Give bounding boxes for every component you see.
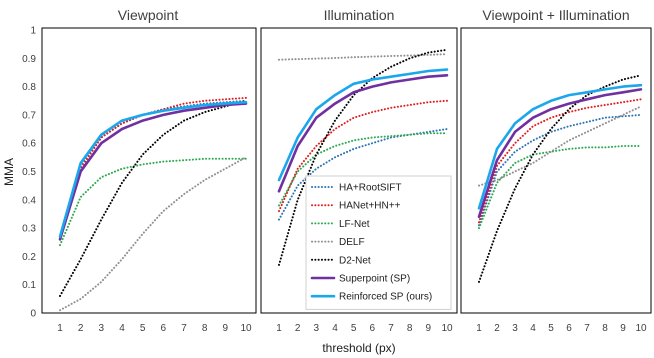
legend: HA+RootSIFT HANet+HN++ LF-Net DELF D2-Net Sup… (305, 175, 452, 310)
legend-label: HANet+HN++ (339, 201, 401, 212)
legend-label: LF-Net (339, 219, 370, 230)
x-tick-label: 4 (332, 323, 338, 334)
y-tick-label: 1 (30, 26, 36, 37)
panel-frame (460, 27, 652, 314)
series-line-delf (59, 156, 247, 312)
x-tick-label: 2 (78, 323, 84, 334)
y-tick-label: 0.6 (22, 139, 36, 150)
series-line-reinforced-sp-ours (277, 68, 449, 182)
series-line-hanet-hn (278, 99, 448, 213)
x-tick-label: 2 (494, 323, 500, 334)
chart-panels: Viewpoint 1 2 3 4 5 6 7 8 9 10 Illumination 1 2 3 4 5 6 7 8… (41, 7, 652, 334)
x-tick-label: 2 (295, 323, 301, 334)
y-tick-label: 0.8 (22, 82, 36, 93)
x-tick-label: 4 (119, 323, 125, 334)
panel-1: Viewpoint 1 2 3 4 5 6 7 8 9 10 (41, 7, 257, 334)
x-tick-label: 5 (548, 323, 554, 334)
x-tick-label: 5 (140, 323, 146, 334)
series-line-superpoint-sp (58, 102, 248, 241)
x-tick-label: 3 (314, 323, 320, 334)
legend-label: HA+RootSIFT (339, 183, 402, 194)
y-tick-label: 0.1 (22, 280, 36, 291)
x-tick-label: 1 (476, 323, 482, 334)
y-tick-label: 0.3 (22, 224, 36, 235)
panel-frame (260, 27, 458, 314)
series-line-lf-net (478, 145, 642, 230)
legend-label: D2-Net (339, 255, 371, 266)
y-tick-label: 0.7 (22, 110, 36, 121)
y-tick-label: 0.4 (22, 195, 36, 206)
x-tick-label: 10 (635, 323, 647, 334)
y-axis: 0 0.1 0.2 0.3 0.4 0.5 0.6 0.7 0.8 0.9 1 MMA (2, 26, 36, 320)
series-line-superpoint-sp (277, 74, 449, 193)
legend-label: DELF (339, 237, 365, 248)
series-line-delf (478, 105, 642, 187)
x-tick-label: 4 (530, 323, 536, 334)
panel-title: Viewpoint (118, 7, 179, 23)
x-axis-label: threshold (px) (322, 341, 395, 355)
x-tick-label: 6 (161, 323, 167, 334)
series-line-ha-rootsift (278, 128, 448, 221)
x-tick-label: 6 (370, 323, 376, 334)
x-tick-label: 9 (223, 323, 229, 334)
x-tick-label: 10 (240, 323, 252, 334)
panel-3: Viewpoint + Illumination 1 2 3 4 5 6 7 8 9 10 (460, 7, 652, 334)
x-tick-label: 8 (602, 323, 608, 334)
y-tick-label: 0.2 (22, 252, 36, 263)
x-tick-label: 1 (57, 323, 63, 334)
legend-box (305, 175, 452, 310)
x-tick-label: 3 (99, 323, 105, 334)
panel-title: Illumination (324, 7, 395, 23)
panel-frame (41, 27, 257, 314)
x-tick-label: 5 (351, 323, 357, 334)
panel-title: Viewpoint + Illumination (482, 7, 629, 23)
x-tick-label: 9 (620, 323, 626, 334)
series-line-hanet-hn (59, 96, 247, 238)
x-tick-label: 1 (276, 323, 282, 334)
series-line-d2-net (59, 99, 247, 297)
legend-label: Reinforced SP (ours) (339, 292, 432, 303)
y-tick-label: 0.9 (22, 54, 36, 65)
series-line-reinforced-sp-ours (58, 100, 248, 238)
y-tick-label: 0.5 (22, 167, 36, 178)
x-tick-label: 6 (566, 323, 572, 334)
x-tick-label: 8 (407, 323, 413, 334)
series-line-ha-rootsift (478, 113, 642, 227)
x-tick-label: 8 (202, 323, 208, 334)
x-tick-label: 9 (426, 323, 432, 334)
series-line-lf-net (59, 157, 247, 247)
x-tick-label: 7 (584, 323, 590, 334)
y-tick-label: 0 (30, 309, 36, 320)
series-line-ha-rootsift (59, 99, 247, 241)
series-line-reinforced-sp-ours (477, 83, 643, 210)
series-line-superpoint-sp (477, 88, 643, 219)
x-tick-label: 7 (181, 323, 187, 334)
panel-2: Illumination 1 2 3 4 5 6 7 8 9 10 (260, 7, 458, 334)
x-tick-label: 3 (512, 323, 518, 334)
x-tick-label: 10 (441, 323, 453, 334)
y-axis-label: MMA (2, 158, 16, 186)
legend-label: Superpoint (SP) (339, 274, 410, 285)
series-line-hanet-hn (478, 98, 642, 224)
x-tick-label: 7 (388, 323, 394, 334)
